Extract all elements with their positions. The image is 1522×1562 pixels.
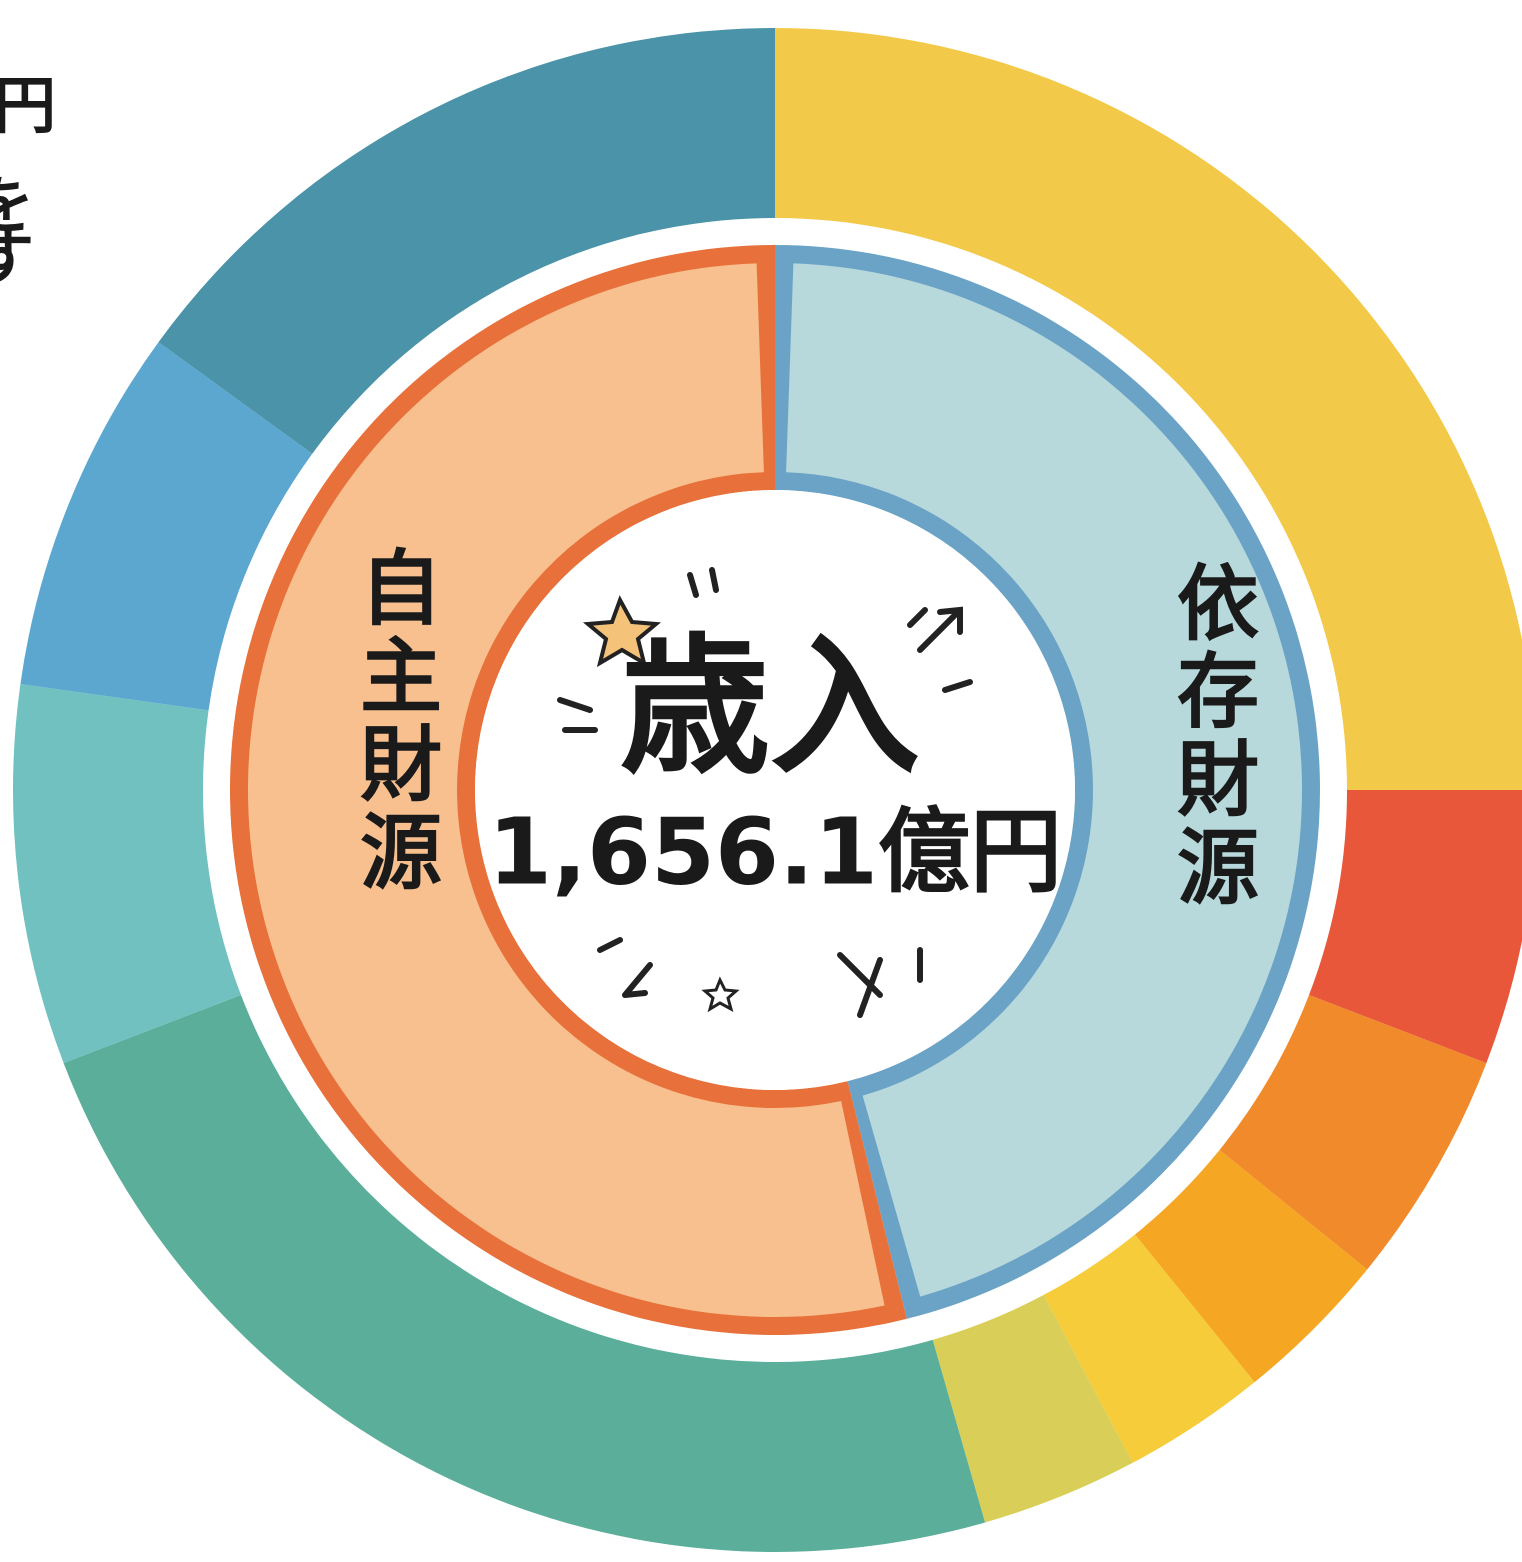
sparkles xyxy=(557,567,973,1018)
center-total: 1,656.1億円 xyxy=(488,798,1062,905)
center-title: 歳入 xyxy=(620,621,920,795)
outer-segment xyxy=(12,683,241,1064)
dependent-ring xyxy=(786,263,1302,1297)
outer-segment xyxy=(63,994,986,1552)
outer-segment xyxy=(1043,1234,1255,1463)
own-ring xyxy=(247,263,885,1317)
right-label: 依存財源 xyxy=(1163,560,1259,912)
outer-segment xyxy=(20,342,313,711)
edge-fragment: す xyxy=(0,221,34,294)
outer-segment xyxy=(158,28,775,454)
star xyxy=(582,595,662,668)
strokes xyxy=(557,567,973,1018)
small-star xyxy=(701,976,740,1013)
rings xyxy=(12,28,1522,1552)
outer-segment xyxy=(775,28,1522,790)
edge-fragment: を xyxy=(0,169,34,242)
edge-fragment: 円 xyxy=(0,69,56,142)
outer-segment xyxy=(1134,1149,1368,1383)
left-label: 自主財源 xyxy=(346,545,442,897)
outer-segment xyxy=(1309,790,1522,1064)
outer-segment xyxy=(1219,994,1487,1270)
outer-segment xyxy=(932,1295,1133,1523)
